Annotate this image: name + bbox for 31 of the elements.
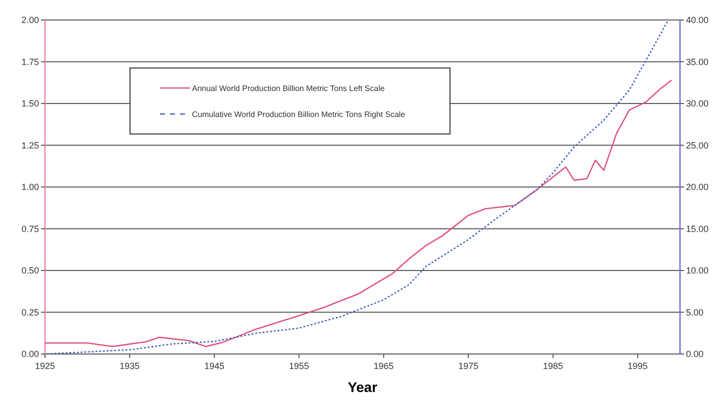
y-tick-label: 0.25: [21, 307, 39, 318]
y-tick-label: 0.50: [21, 266, 39, 276]
y-tick-label: 2.00: [21, 15, 39, 26]
x-tick-label: 1955: [288, 361, 310, 371]
y-tick-label: 0.75: [21, 224, 39, 234]
y2-tick-label: 20.00: [686, 182, 709, 192]
y2-tick-label: 40.00: [686, 15, 709, 26]
y2-tick-label: 10.00: [686, 266, 709, 276]
y2-tick-label: 0.00: [686, 349, 704, 360]
y-tick-label: 0.00: [21, 349, 39, 360]
y-tick-label: 1.50: [21, 98, 39, 109]
x-tick-label: 1935: [120, 361, 140, 371]
x-axis-title: Year: [348, 379, 378, 395]
y2-tick-label: 25.00: [686, 140, 709, 150]
x-tick-label: 1965: [374, 361, 394, 371]
y2-tick-label: 30.00: [686, 98, 709, 109]
x-tick-label: 1995: [628, 361, 648, 371]
x-tick-label: 1975: [458, 361, 478, 371]
legend-label: Cumulative World Production Billion Metric Tons Right Scale: [192, 110, 406, 119]
y2-tick-label: 5.00: [686, 307, 704, 318]
y-tick-label: 1.25: [21, 140, 39, 150]
x-tick-label: 1945: [204, 361, 224, 371]
y2-tick-label: 35.00: [686, 56, 709, 67]
y-tick-label: 1.00: [21, 182, 39, 192]
y-tick-label: 1.75: [21, 56, 39, 67]
line-series: [44, 21, 668, 355]
x-tick-label: 1925: [34, 361, 56, 371]
line-series: [44, 79, 672, 348]
x-tick-label: 1985: [542, 361, 564, 371]
y2-tick-label: 15.00: [686, 224, 709, 234]
legend-label: Annual World Production Billion Metric Tons Left Scale: [192, 84, 386, 93]
